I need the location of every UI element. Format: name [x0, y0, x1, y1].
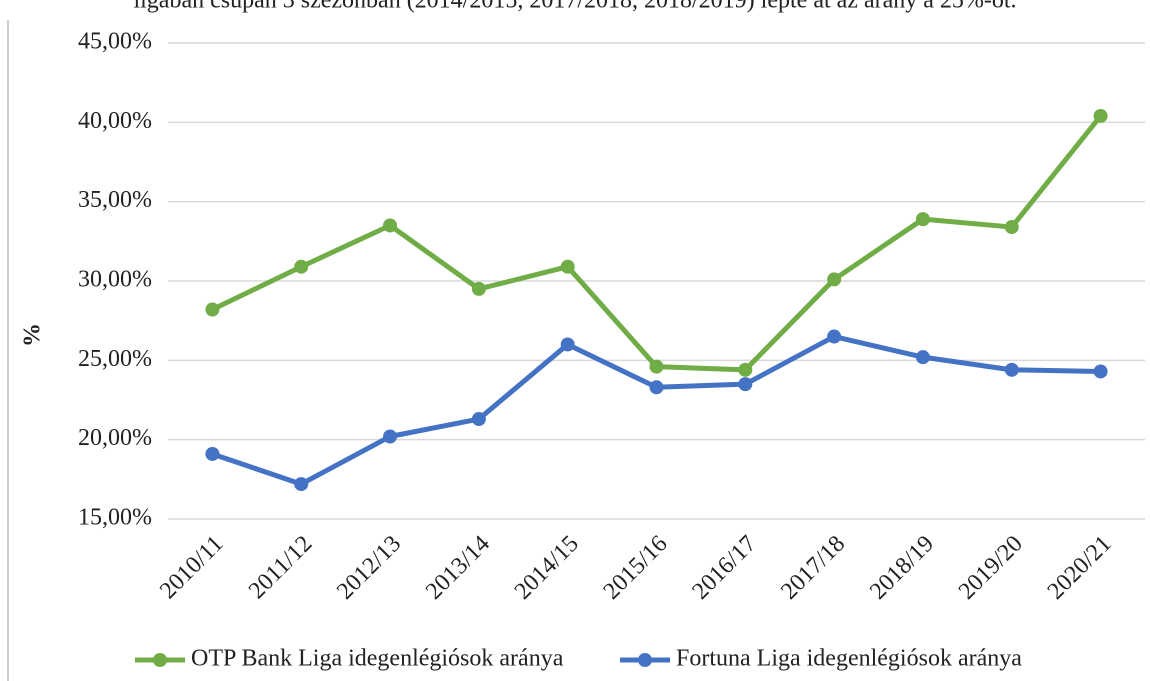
point — [649, 380, 664, 395]
point — [383, 429, 398, 444]
y-tick-label: 25,00% — [78, 346, 152, 372]
legend-label: Fortuna Liga idegenlégiósok aránya — [676, 646, 1022, 672]
point — [649, 359, 664, 374]
x-tick-label: 2011/12 — [244, 531, 317, 604]
series-line — [211, 334, 1101, 487]
point — [560, 337, 575, 352]
y-tick-label: 30,00% — [78, 267, 152, 293]
x-tick-label: 2020/21 — [1043, 531, 1117, 605]
legend-marker — [153, 653, 167, 667]
x-tick-label: 2019/20 — [954, 531, 1028, 605]
point — [827, 329, 842, 344]
y-tick-label: 40,00% — [78, 108, 152, 134]
point — [738, 362, 753, 377]
x-tick-label: 2014/15 — [510, 531, 584, 605]
x-tick-label: 2013/14 — [421, 531, 495, 605]
x-tick-label: 2012/13 — [332, 531, 406, 605]
point — [294, 259, 309, 274]
point — [1004, 220, 1019, 235]
x-tick-label: 2018/19 — [865, 531, 939, 605]
x-tick-label: 2016/17 — [687, 531, 761, 605]
y-tick-label: 20,00% — [78, 425, 152, 451]
point — [915, 212, 930, 227]
point — [383, 218, 398, 233]
legend-label: OTP Bank Liga idegenlégiósok aránya — [191, 646, 564, 672]
legend-marker — [638, 653, 652, 667]
x-tick-label: 2015/16 — [599, 531, 673, 605]
point — [1093, 364, 1108, 379]
y-tick-label: 45,00% — [78, 29, 152, 55]
point — [1004, 362, 1019, 377]
point — [294, 477, 309, 492]
point — [827, 272, 842, 287]
y-axis-label: % — [20, 323, 46, 347]
point — [738, 377, 753, 392]
y-tick-label: 35,00% — [78, 187, 152, 213]
point — [560, 259, 575, 274]
point — [915, 350, 930, 365]
point — [205, 302, 220, 317]
x-tick-label: 2017/18 — [776, 531, 850, 605]
y-tick-label: 15,00% — [78, 505, 152, 531]
series-line — [211, 114, 1103, 373]
point — [471, 281, 486, 296]
point — [1093, 108, 1108, 123]
point — [205, 446, 220, 461]
caption: ligában csupán 3 szezonban (2014/2015, 2… — [133, 0, 1016, 14]
x-tick-label: 2010/11 — [155, 531, 228, 604]
point — [471, 412, 486, 427]
